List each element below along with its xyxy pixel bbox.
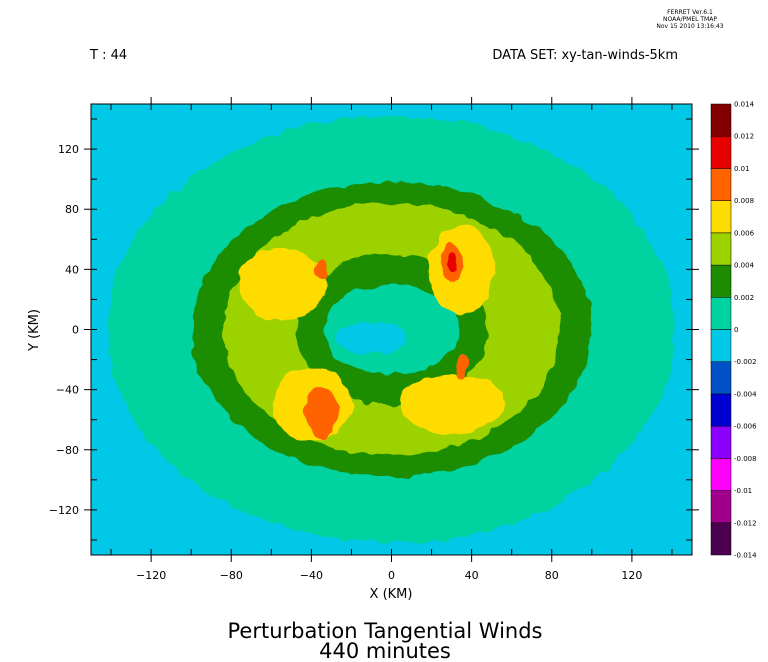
contour-region-13 bbox=[455, 356, 468, 378]
contour-region-5 bbox=[335, 323, 408, 354]
x-tick-label: −120 bbox=[136, 569, 166, 582]
colorbar-label: 0.012 bbox=[734, 133, 754, 141]
y-tick-label: −40 bbox=[56, 384, 79, 397]
colorbar-label: 0.006 bbox=[734, 229, 755, 237]
y-tick-label: 0 bbox=[72, 324, 79, 337]
x-tick-label: 80 bbox=[545, 569, 559, 582]
axis-ticks: −120 −80 −40 0 40 80 120 −120 −80 −40 0 40 80 120 bbox=[49, 97, 699, 582]
colorbar-label: 0.004 bbox=[734, 262, 755, 270]
colorbar-swatch bbox=[710, 264, 732, 298]
colorbar-swatch bbox=[710, 329, 732, 362]
colorbar-label: -0.004 bbox=[734, 390, 757, 398]
colorbar-swatch bbox=[710, 135, 732, 169]
colorbar-swatch bbox=[710, 425, 732, 459]
y-tick-label: −120 bbox=[49, 504, 79, 517]
x-tick-label: 120 bbox=[621, 569, 642, 582]
time-step-label: T : 44 bbox=[89, 48, 127, 63]
y-tick-label: −80 bbox=[56, 444, 79, 457]
ferret-version-line: FERRET Ver.6.1 bbox=[667, 9, 713, 16]
contour-region-12 bbox=[315, 258, 328, 280]
colorbar-label: 0.008 bbox=[734, 197, 754, 205]
colorbar-label: -0.008 bbox=[734, 455, 757, 463]
y-tick-label: 80 bbox=[65, 203, 79, 216]
y-tick-label: 40 bbox=[65, 263, 79, 276]
ferret-date-line: Nov 15 2010 13:16:43 bbox=[656, 23, 723, 30]
colorbar-label: 0.002 bbox=[734, 294, 754, 302]
colorbar-swatch bbox=[710, 490, 732, 524]
colorbar-label: 0 bbox=[734, 326, 738, 334]
colorbar-label: -0.01 bbox=[734, 487, 752, 495]
colorbar-label: -0.012 bbox=[734, 519, 757, 527]
colorbar-label: -0.014 bbox=[734, 552, 757, 560]
x-tick-label: −40 bbox=[300, 569, 323, 582]
colorbar: -0.014 -0.012 -0.01 -0.008 -0.006 -0.004 -0.00… bbox=[710, 101, 757, 560]
x-tick-label: −80 bbox=[220, 569, 243, 582]
ferret-org-line: NOAA/PMEL TMAP bbox=[663, 16, 717, 23]
colorbar-swatch bbox=[710, 168, 732, 201]
chart-subtitle: 440 minutes bbox=[319, 639, 451, 662]
x-tick-label: 0 bbox=[388, 569, 395, 582]
y-axis-label: Y (KM) bbox=[27, 309, 42, 352]
colorbar-swatch bbox=[710, 458, 732, 491]
colorbar-swatch bbox=[710, 361, 732, 395]
colorbar-swatch bbox=[710, 200, 732, 234]
y-tick-label: 120 bbox=[58, 143, 79, 156]
x-axis-label: X (KM) bbox=[370, 587, 413, 602]
contour-region-6 bbox=[237, 248, 326, 321]
x-tick-label: 40 bbox=[465, 569, 479, 582]
colorbar-swatch bbox=[710, 297, 732, 330]
chart-title: Perturbation Tangential Winds bbox=[228, 619, 543, 643]
colorbar-swatch bbox=[710, 232, 732, 266]
colorbar-swatch bbox=[710, 103, 732, 137]
dataset-label: DATA SET: xy-tan-winds-5km bbox=[492, 48, 678, 63]
colorbar-label: -0.006 bbox=[734, 423, 757, 431]
contour-fill-layer bbox=[107, 116, 676, 543]
contour-region-9 bbox=[399, 374, 504, 435]
contour-region-10 bbox=[305, 385, 338, 440]
contour-region-7 bbox=[429, 224, 494, 315]
colorbar-swatch bbox=[710, 522, 732, 556]
colorbar-label: -0.002 bbox=[734, 358, 757, 366]
colorbar-swatch bbox=[710, 393, 732, 427]
colorbar-label: 0.014 bbox=[734, 101, 755, 109]
colorbar-label: 0.01 bbox=[734, 165, 750, 173]
contour-region-14 bbox=[447, 252, 456, 271]
